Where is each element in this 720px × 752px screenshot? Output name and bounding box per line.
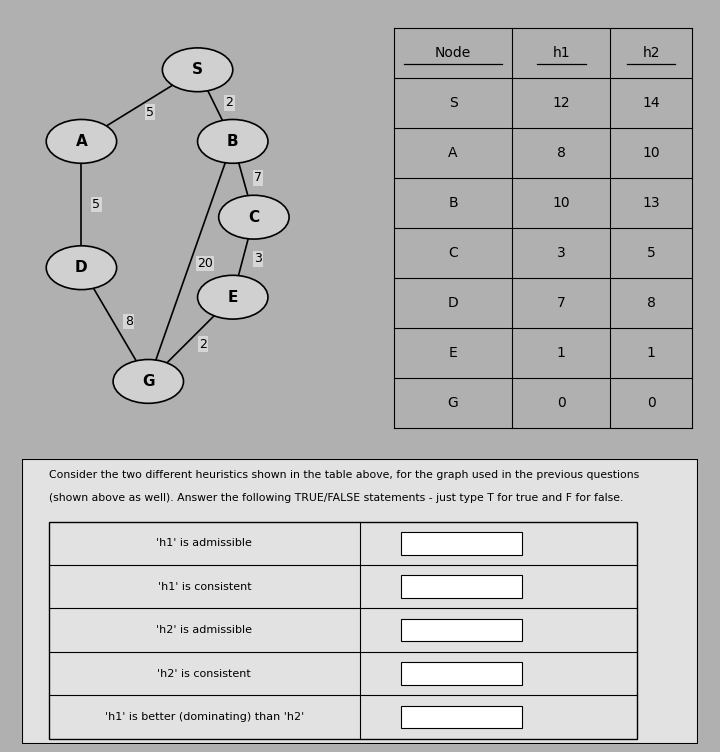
Text: D: D <box>448 296 459 310</box>
Text: 5: 5 <box>647 246 655 259</box>
Text: 3: 3 <box>254 252 262 265</box>
Text: 'h2' is admissible: 'h2' is admissible <box>156 625 252 635</box>
Text: 5: 5 <box>92 198 100 211</box>
Text: 0: 0 <box>557 396 566 410</box>
Text: 5: 5 <box>146 106 154 119</box>
Circle shape <box>163 48 233 92</box>
Text: 'h1' is admissible: 'h1' is admissible <box>156 538 252 548</box>
Text: 1: 1 <box>647 346 655 359</box>
Text: E: E <box>449 346 457 359</box>
Text: 'h2' is consistent: 'h2' is consistent <box>158 669 251 678</box>
Text: S: S <box>192 62 203 77</box>
FancyBboxPatch shape <box>400 532 523 554</box>
Text: 2: 2 <box>225 96 233 109</box>
Text: A: A <box>76 134 87 149</box>
Text: A: A <box>449 146 458 159</box>
Text: 13: 13 <box>642 196 660 210</box>
FancyBboxPatch shape <box>22 459 698 744</box>
Text: C: C <box>248 210 259 225</box>
Text: Node: Node <box>435 46 471 59</box>
Text: 2: 2 <box>199 338 207 350</box>
Circle shape <box>113 359 184 403</box>
Text: h1: h1 <box>552 46 570 59</box>
Text: (shown above as well). Answer the following TRUE/FALSE statements - just type T : (shown above as well). Answer the follow… <box>49 493 623 503</box>
Text: 7: 7 <box>557 296 566 310</box>
Text: E: E <box>228 290 238 305</box>
Text: G: G <box>142 374 155 389</box>
FancyBboxPatch shape <box>400 575 523 598</box>
Text: S: S <box>449 96 457 110</box>
Text: 7: 7 <box>254 171 262 184</box>
Text: h2: h2 <box>642 46 660 59</box>
Text: Consider the two different heuristics shown in the table above, for the graph us: Consider the two different heuristics sh… <box>49 470 639 480</box>
Text: 3: 3 <box>557 246 566 259</box>
Text: 12: 12 <box>552 96 570 110</box>
Circle shape <box>46 246 117 290</box>
Text: B: B <box>449 196 458 210</box>
FancyBboxPatch shape <box>400 619 523 641</box>
Text: G: G <box>448 396 459 410</box>
Text: 8: 8 <box>647 296 655 310</box>
Circle shape <box>197 275 268 319</box>
Text: 8: 8 <box>125 315 133 328</box>
Text: 8: 8 <box>557 146 566 159</box>
FancyBboxPatch shape <box>400 706 523 729</box>
Text: 10: 10 <box>552 196 570 210</box>
Circle shape <box>219 196 289 239</box>
Text: 10: 10 <box>642 146 660 159</box>
Circle shape <box>197 120 268 163</box>
Text: 1: 1 <box>557 346 566 359</box>
Text: B: B <box>227 134 238 149</box>
Text: 'h1' is consistent: 'h1' is consistent <box>158 582 251 592</box>
Text: 14: 14 <box>642 96 660 110</box>
Text: C: C <box>448 246 458 259</box>
Text: 'h1' is better (dominating) than 'h2': 'h1' is better (dominating) than 'h2' <box>104 712 304 722</box>
Circle shape <box>46 120 117 163</box>
Text: 0: 0 <box>647 396 655 410</box>
Text: D: D <box>75 260 88 275</box>
FancyBboxPatch shape <box>400 663 523 685</box>
Text: 20: 20 <box>197 257 213 270</box>
